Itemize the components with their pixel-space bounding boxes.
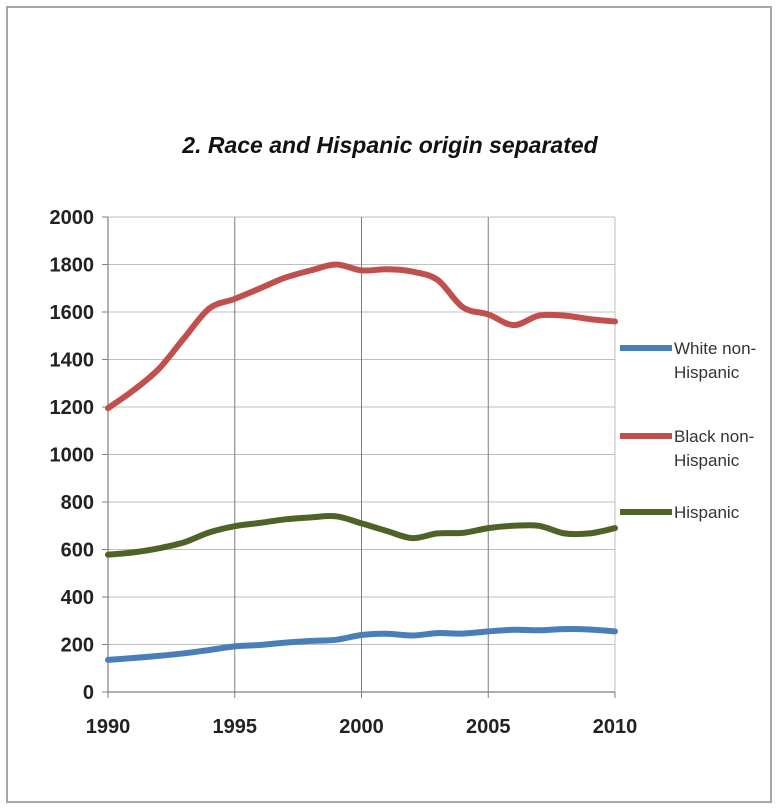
series-line-hispanic [105, 512, 618, 558]
chart-title: 2. Race and Hispanic origin separated [181, 132, 598, 158]
legend-label-white-non-hispanic: White non-Hispanic [674, 339, 756, 382]
series-line-white-non-hispanic [105, 626, 618, 663]
y-tick-label: 400 [61, 587, 94, 609]
y-tick-label: 1400 [50, 350, 95, 372]
x-tick-label: 2010 [593, 716, 638, 738]
x-tick-label: 1990 [86, 716, 131, 738]
y-tick-label: 1200 [50, 397, 95, 419]
y-tick-label: 1600 [50, 302, 95, 324]
line-chart: 2. Race and Hispanic origin separated 0 2… [50, 132, 757, 738]
gridlines [108, 216, 616, 692]
axes: 0 200 400 600 800 1000 1200 1400 1600 1800 2000 199… [50, 207, 638, 738]
x-tick-label: 2000 [339, 716, 384, 738]
y-tick-label: 200 [61, 635, 94, 657]
y-tick-label: 1800 [50, 255, 95, 277]
y-tick-label: 0 [83, 682, 94, 704]
series-line-black-non-hispanic [105, 261, 618, 412]
y-tick-label: 2000 [50, 207, 95, 229]
y-tick-label: 600 [61, 540, 94, 562]
series-lines [105, 261, 618, 663]
y-tick-label: 1000 [50, 445, 95, 467]
legend-label-black-non-hispanic: Black non-Hispanic [674, 427, 754, 470]
legend-label-hispanic: Hispanic [674, 503, 740, 522]
legend: White non-Hispanic Black non-Hispanic Hisp… [620, 339, 756, 522]
x-tick-label: 1995 [213, 716, 258, 738]
chart-frame: 2. Race and Hispanic origin separated 0 2… [6, 6, 772, 803]
x-tick-label: 2005 [466, 716, 511, 738]
y-tick-label: 800 [61, 492, 94, 514]
